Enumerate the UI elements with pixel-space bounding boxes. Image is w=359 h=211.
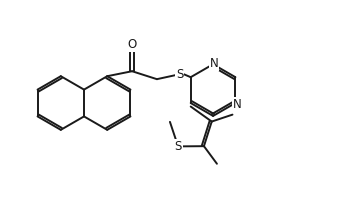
Text: N: N (210, 57, 218, 70)
Text: N: N (233, 97, 242, 111)
Text: S: S (174, 140, 182, 153)
Text: S: S (176, 68, 183, 81)
Text: O: O (127, 38, 137, 51)
